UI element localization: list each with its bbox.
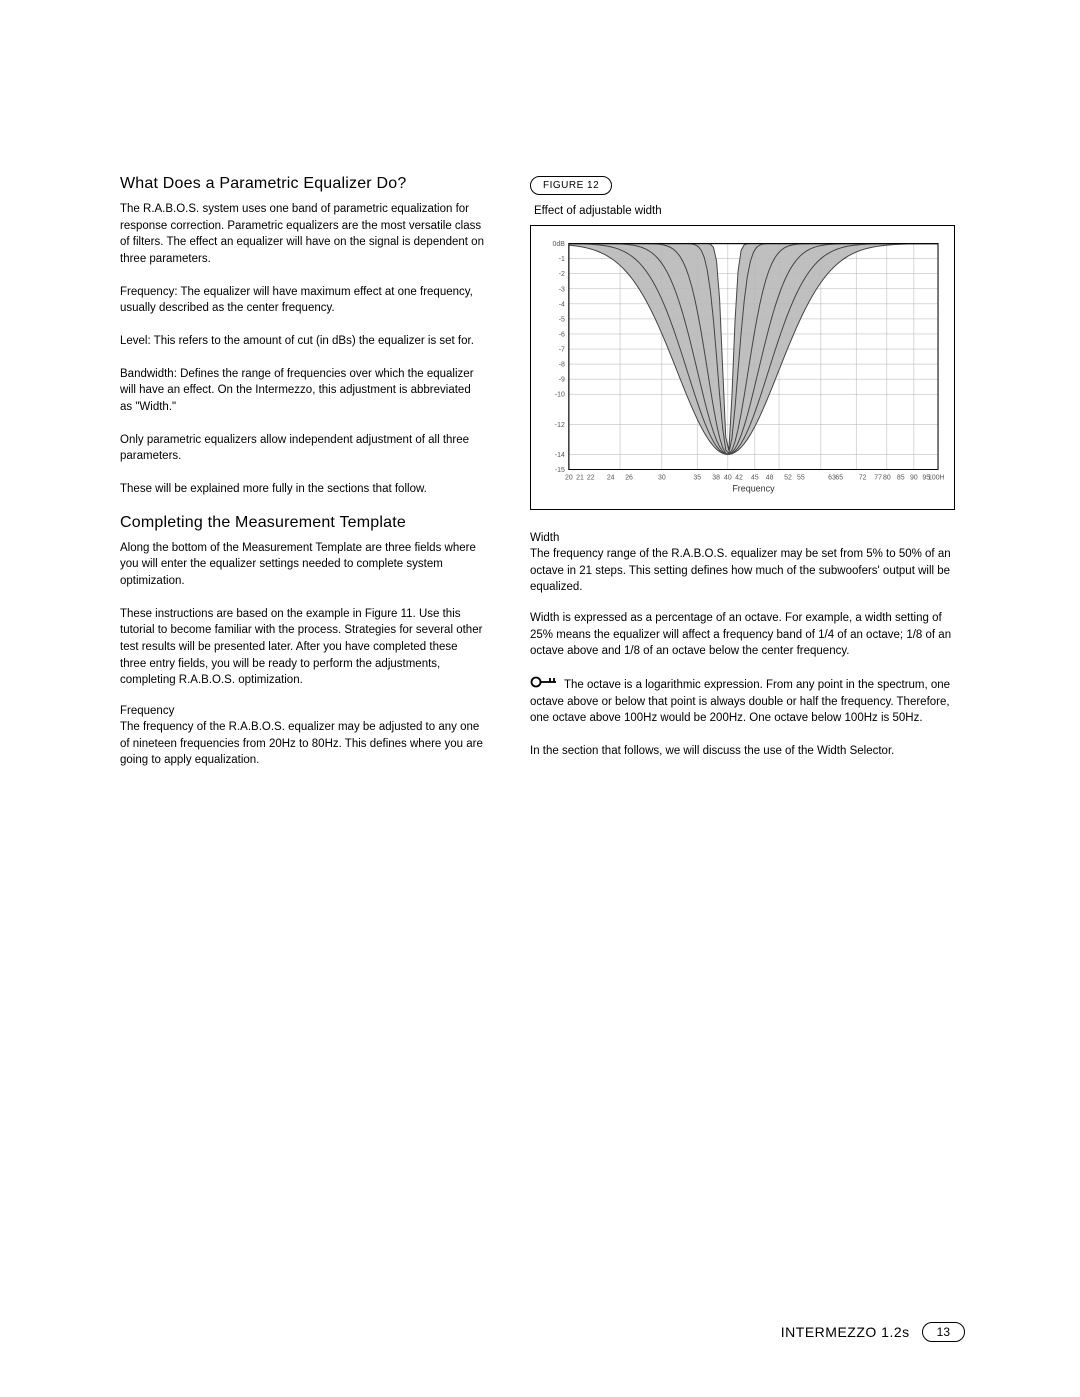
svg-text:-1: -1	[559, 256, 565, 263]
footer-title: INTERMEZZO 1.2s	[781, 1324, 910, 1340]
para: These will be explained more fully in th…	[120, 481, 485, 498]
svg-text:85: 85	[897, 474, 905, 481]
svg-text:22: 22	[587, 474, 595, 481]
svg-text:38: 38	[712, 474, 720, 481]
svg-text:-12: -12	[555, 422, 565, 429]
svg-text:52: 52	[784, 474, 792, 481]
svg-text:45: 45	[751, 474, 759, 481]
svg-text:48: 48	[766, 474, 774, 481]
para: Only parametric equalizers allow indepen…	[120, 432, 485, 465]
svg-text:21: 21	[576, 474, 584, 481]
para: The frequency of the R.A.B.O.S. equalize…	[120, 719, 485, 769]
para: In the section that follows, we will dis…	[530, 743, 955, 760]
svg-text:-5: -5	[559, 316, 565, 323]
para-note: The octave is a logarithmic expression. …	[530, 676, 955, 727]
para: Along the bottom of the Measurement Temp…	[120, 540, 485, 590]
svg-text:-2: -2	[559, 271, 565, 278]
figure-badge: FIGURE 12	[530, 176, 612, 195]
heading-measurement-template: Completing the Measurement Template	[120, 514, 485, 532]
heading-parametric-eq: What Does a Parametric Equalizer Do?	[120, 175, 485, 193]
svg-text:-7: -7	[559, 347, 565, 354]
page-footer: INTERMEZZO 1.2s 13	[781, 1322, 965, 1342]
svg-text:77: 77	[874, 474, 882, 481]
svg-text:24: 24	[607, 474, 615, 481]
svg-text:-15: -15	[555, 467, 565, 474]
para: The R.A.B.O.S. system uses one band of p…	[120, 201, 485, 268]
svg-text:90: 90	[910, 474, 918, 481]
subhead-frequency: Frequency	[120, 705, 485, 717]
para-note-text: The octave is a logarithmic expression. …	[530, 679, 950, 724]
svg-text:65: 65	[835, 474, 843, 481]
para: The frequency range of the R.A.B.O.S. eq…	[530, 546, 955, 596]
svg-text:55: 55	[797, 474, 805, 481]
svg-text:-8: -8	[559, 362, 565, 369]
para: Frequency: The equalizer will have maxim…	[120, 284, 485, 317]
svg-text:-6: -6	[559, 331, 565, 338]
svg-text:-9: -9	[559, 377, 565, 384]
svg-text:35: 35	[693, 474, 701, 481]
svg-text:100Hz: 100Hz	[928, 474, 944, 481]
svg-text:Frequency: Frequency	[732, 483, 775, 493]
svg-text:-3: -3	[559, 286, 565, 293]
figure-caption: Effect of adjustable width	[534, 205, 955, 217]
svg-text:-14: -14	[555, 452, 565, 459]
para: These instructions are based on the exam…	[120, 606, 485, 689]
key-icon	[530, 676, 560, 694]
subhead-width: Width	[530, 532, 955, 544]
footer-page-number: 13	[922, 1322, 965, 1342]
svg-text:40: 40	[724, 474, 732, 481]
svg-text:-4: -4	[559, 301, 565, 308]
chart-container: 0dB -1 -2 -3 -4 -5 -6 -7 -8 -9 -10 -12 -14 -15202122 2…	[530, 225, 955, 510]
svg-text:20: 20	[565, 474, 573, 481]
para: Width is expressed as a percentage of an…	[530, 610, 955, 660]
svg-text:72: 72	[859, 474, 867, 481]
svg-text:30: 30	[658, 474, 666, 481]
para: Bandwidth: Defines the range of frequenc…	[120, 366, 485, 416]
svg-text:26: 26	[625, 474, 633, 481]
svg-text:0dB: 0dB	[553, 241, 566, 248]
para: Level: This refers to the amount of cut …	[120, 333, 485, 350]
svg-text:80: 80	[883, 474, 891, 481]
svg-text:42: 42	[735, 474, 743, 481]
svg-text:-10: -10	[555, 392, 565, 399]
notch-filter-chart: 0dB -1 -2 -3 -4 -5 -6 -7 -8 -9 -10 -12 -14 -15202122 2…	[541, 236, 944, 503]
